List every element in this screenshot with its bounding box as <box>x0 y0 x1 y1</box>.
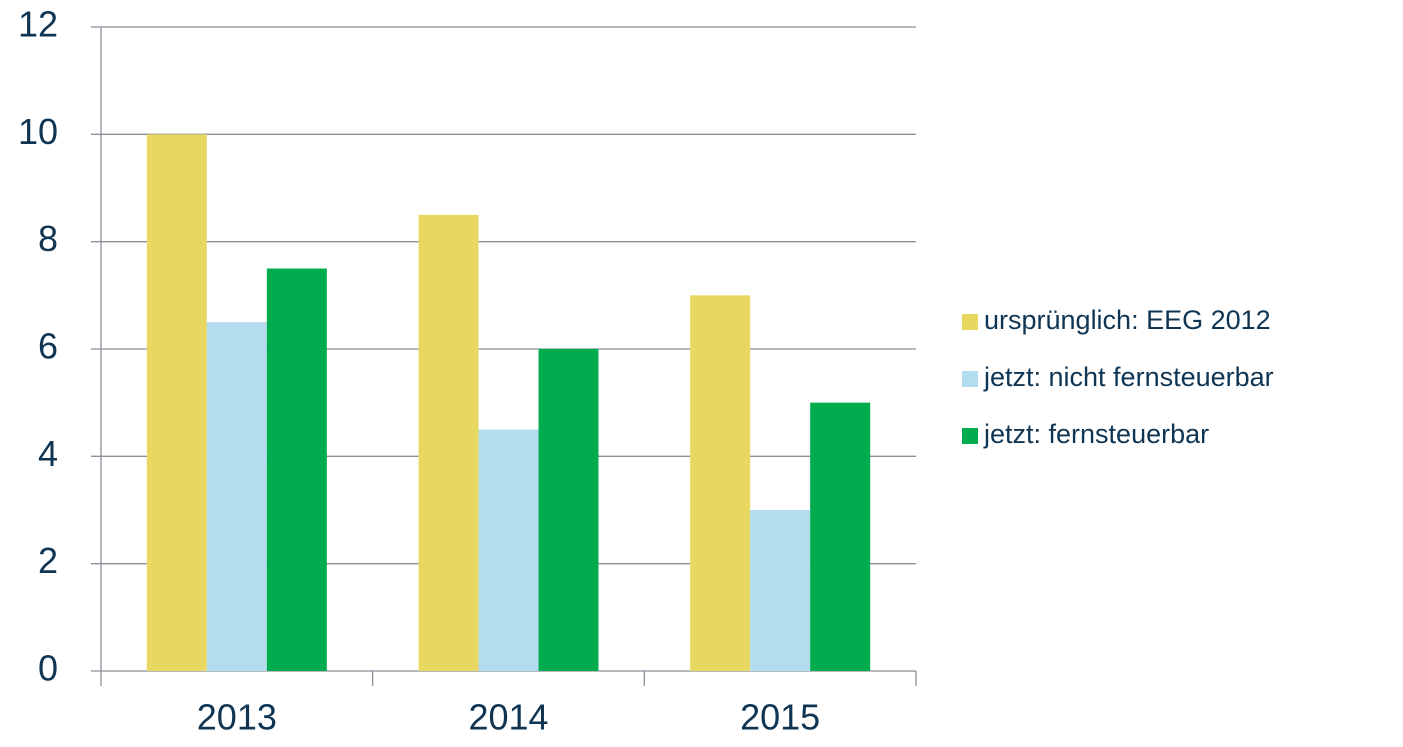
bar <box>206 322 267 671</box>
y-tick-label: 6 <box>38 326 58 367</box>
bar <box>478 429 539 671</box>
legend-swatch <box>962 371 978 387</box>
y-tick-label: 0 <box>38 648 58 689</box>
x-tick-label: 2014 <box>468 697 548 738</box>
legend-label: ursprünglich: EEG 2012 <box>984 305 1271 335</box>
bar <box>146 134 207 672</box>
legend-label: jetzt: fernsteuerbar <box>983 419 1209 449</box>
bar <box>538 349 599 671</box>
bar <box>750 510 811 671</box>
legend-swatch <box>962 314 978 330</box>
legend-swatch <box>962 428 978 444</box>
bar <box>810 402 871 671</box>
y-tick-label: 8 <box>38 218 58 259</box>
bar <box>266 268 327 671</box>
x-tick-label: 2015 <box>740 697 820 738</box>
bar <box>418 214 479 672</box>
y-tick-label: 4 <box>38 433 58 474</box>
bar <box>690 295 751 671</box>
y-tick-label: 10 <box>18 111 58 152</box>
y-tick-label: 12 <box>18 4 58 45</box>
x-tick-label: 2013 <box>197 697 277 738</box>
y-tick-label: 2 <box>38 540 58 581</box>
legend-label: jetzt: nicht fernsteuerbar <box>983 362 1274 392</box>
